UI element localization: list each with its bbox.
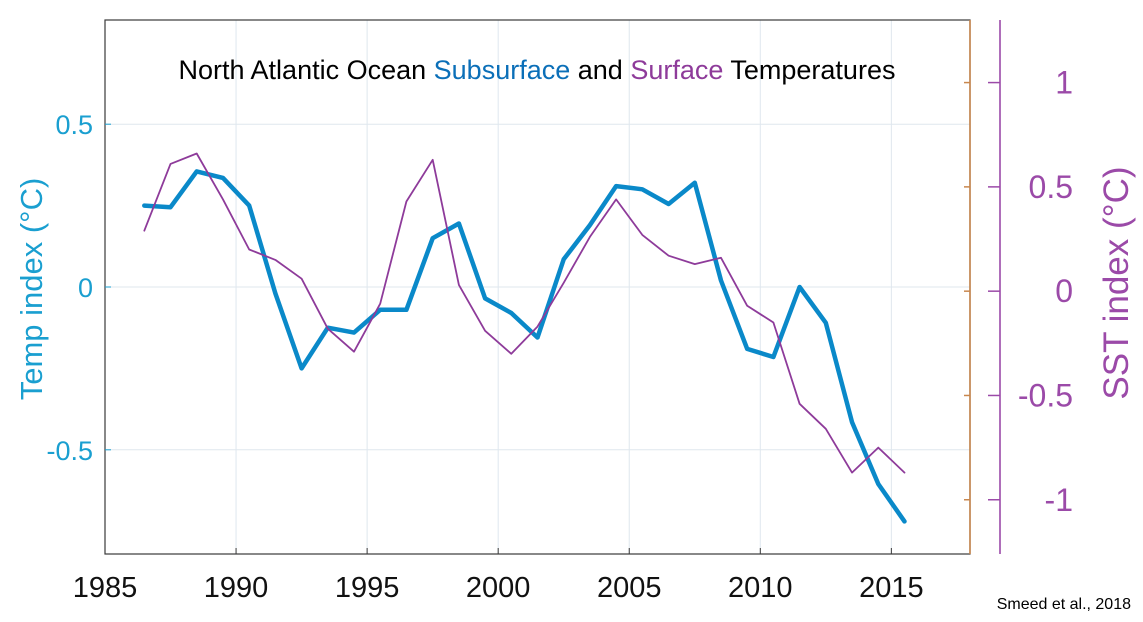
grid: [105, 20, 970, 554]
subsurface-series-line: [142, 169, 907, 524]
x-tick-label: 2005: [597, 572, 662, 604]
chart-title: North Atlantic Ocean Subsurface and Surf…: [179, 55, 896, 85]
right-y-tick-label: 1: [1055, 65, 1073, 101]
title-part: and: [570, 55, 623, 85]
title-part: Surface: [623, 55, 724, 85]
x-tick-label: 2010: [728, 572, 793, 604]
x-tick-label: 1985: [73, 572, 138, 604]
title-part: Subsurface: [426, 55, 570, 85]
right-y-tick-label: 0: [1055, 273, 1073, 309]
x-tick-label: 1995: [335, 572, 400, 604]
left-y-tick-label: 0.5: [55, 110, 93, 140]
left-y-tick-label: -0.5: [46, 436, 93, 466]
title-part: Temperatures: [723, 55, 895, 85]
left-y-tick-label: 0: [78, 273, 93, 303]
right-y-tick-label: -0.5: [1018, 377, 1073, 413]
right-axis-label: SST index (°C): [1097, 166, 1136, 399]
left-axis-label: Temp index (°C): [14, 178, 49, 401]
title-part: North Atlantic Ocean: [179, 55, 427, 85]
source-credit: Smeed et al., 2018: [997, 596, 1131, 613]
x-tick-label: 1990: [204, 572, 269, 604]
x-tick-label: 2000: [466, 572, 531, 604]
series-lines: [142, 152, 907, 524]
right-y-tick-label: -1: [1045, 482, 1073, 518]
x-tick-label: 2015: [859, 572, 924, 604]
axis-ticks: 1985 1990 1995 2000 2005 2010 2015 -0.5 0 0.5 -1 -0…: [46, 65, 1073, 604]
surface-series-line: [143, 152, 906, 474]
right-y-tick-label: 0.5: [1029, 169, 1073, 205]
